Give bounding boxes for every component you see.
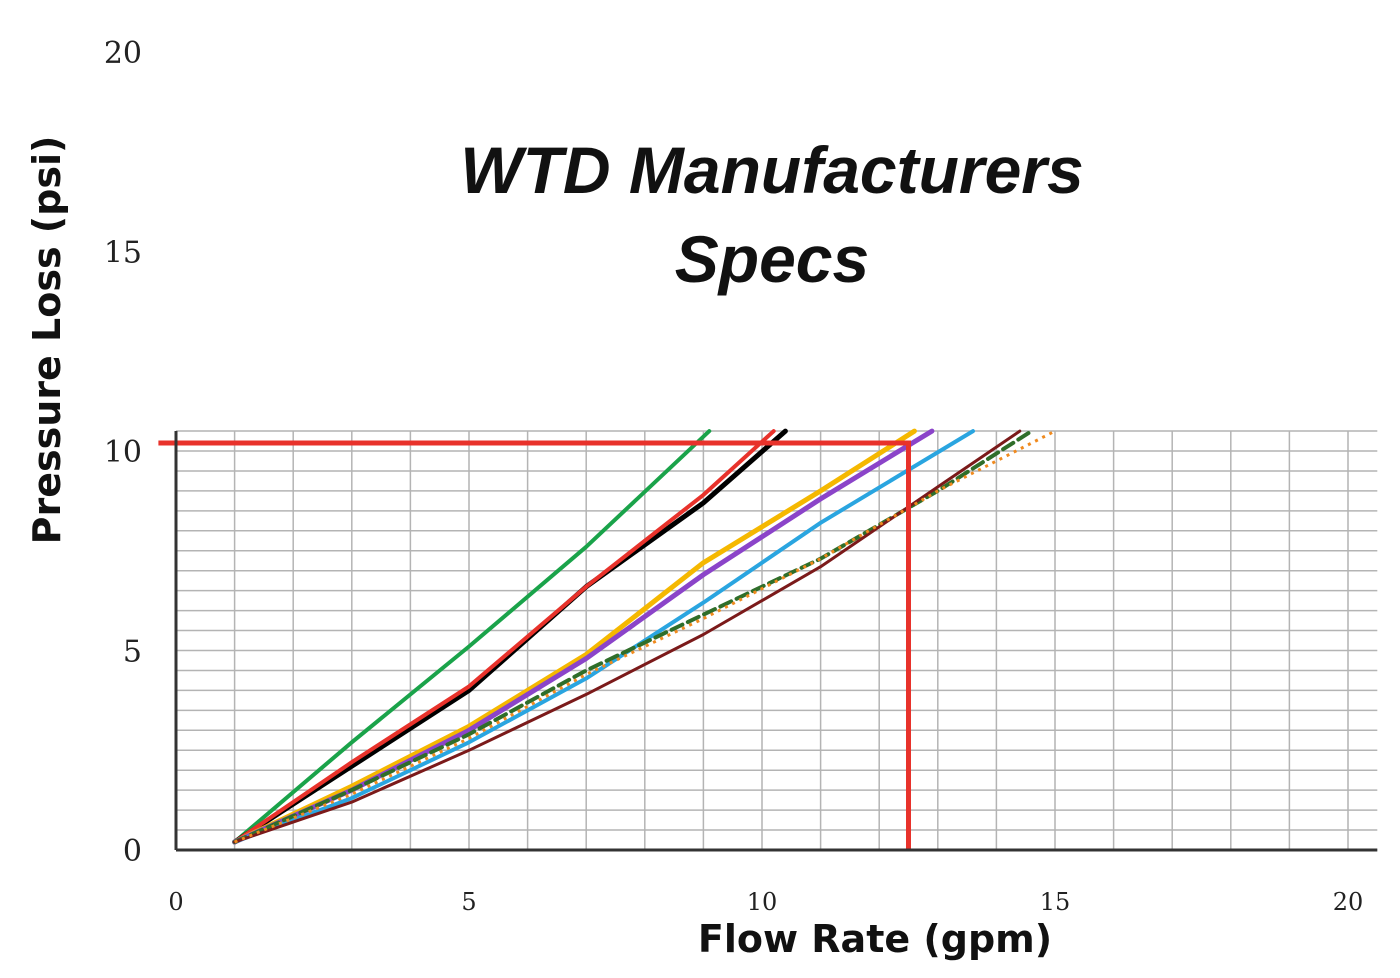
annotation-layer (158, 440, 911, 850)
x-tick-label: 10 (747, 888, 778, 916)
x-tick-label: 5 (461, 888, 476, 916)
series-layer (232, 428, 1056, 845)
reference-line-1 (158, 440, 911, 850)
y-tick-label: 20 (104, 36, 142, 71)
grid (175, 430, 1378, 851)
series-line-7 (232, 429, 1034, 844)
y-tick-label: 15 (104, 236, 142, 271)
y-tick-label: 5 (123, 635, 142, 670)
x-axis-title: Flow Rate (gpm) (698, 917, 1052, 961)
series-line-6 (232, 429, 975, 844)
series-line-3 (232, 429, 776, 844)
y-tick-label: 10 (104, 435, 142, 470)
y-tick-label: 0 (123, 834, 142, 869)
chart-title-line-1: WTD Manufacturers (460, 133, 1083, 207)
series-line-4 (232, 428, 917, 845)
x-tick-label: 0 (168, 888, 183, 916)
tick-labels: 0 5 10 15 20 0 5 10 15 20 (104, 36, 1363, 916)
axes (174, 431, 1378, 852)
x-tick-label: 15 (1040, 888, 1071, 916)
series-line-5 (232, 428, 935, 845)
series-line-1 (232, 429, 712, 844)
y-axis-title: Pressure Loss (psi) (25, 136, 69, 545)
x-tick-label: 20 (1333, 888, 1364, 916)
series-line-8 (233, 429, 1022, 844)
chart-title-line-2: Specs (675, 222, 869, 296)
